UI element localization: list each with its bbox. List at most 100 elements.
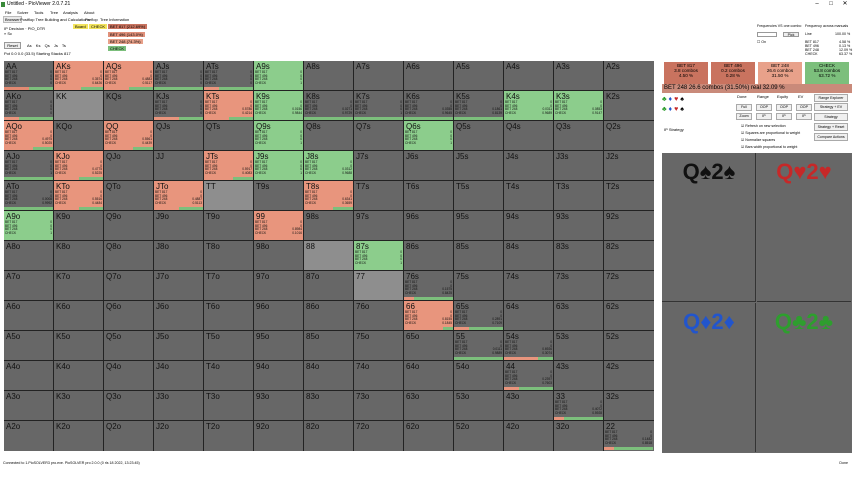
hand-cell[interactable]: 52s xyxy=(604,331,653,360)
hand-cell[interactable]: 63o xyxy=(404,391,453,420)
proportional-checkbox[interactable]: ☑ Squares are proportional to weight xyxy=(741,131,801,135)
hand-cell[interactable]: T2o xyxy=(204,421,253,450)
hand-cell[interactable]: BET 817 0 BET 496 0 BET 248 0.1575 CHECK 0.8425… xyxy=(404,271,453,300)
hand-cell[interactable]: T5o xyxy=(204,331,253,360)
menu-tree[interactable]: Tree xyxy=(50,10,59,15)
hand-cell[interactable]: 84o xyxy=(304,361,353,390)
hand-cell[interactable]: J7s xyxy=(354,151,403,180)
ip-button[interactable]: IP xyxy=(796,113,812,120)
hand-cell[interactable]: BET 817 0 BET 496 0 BET 248 0.4775 CHECK 0.5225… xyxy=(54,151,103,180)
hand-cell[interactable]: BET 817 0 BET 496 0 BET 248 0.0271 CHECK 0.9729… xyxy=(304,91,353,120)
hand-cell[interactable]: 32o xyxy=(554,421,603,450)
hand-cell[interactable]: 75o xyxy=(354,331,403,360)
hand-cell[interactable]: Q3o xyxy=(104,391,153,420)
menu-analysis[interactable]: Analysis xyxy=(63,10,78,15)
hand-cell[interactable]: BET 817 0 BET 496 0 BET 248 0.4072 CHECK 0.5928… xyxy=(554,391,603,420)
hand-cell[interactable]: T3o xyxy=(204,391,253,420)
hand-cell[interactable]: 63s xyxy=(554,301,603,330)
menu-file[interactable]: File xyxy=(5,10,12,15)
hand-cell[interactable]: BET 817 0 BET 496 0 BET 248 0.0111 CHECK 0.9889… xyxy=(454,331,503,360)
hand-cell[interactable]: BET 817 0 BET 496 0 BET 248 0.0008 CHECK 0.9992… xyxy=(4,181,53,210)
hand-cell[interactable]: 62s xyxy=(604,301,653,330)
filter-ts[interactable]: Ts xyxy=(61,43,66,48)
on-checkbox[interactable]: ☐ On xyxy=(757,40,767,44)
refresh-checkbox[interactable]: ☑ Refresh on new selection xyxy=(741,124,786,128)
menu-about[interactable]: About xyxy=(84,10,95,15)
hand-cell[interactable]: 92s xyxy=(604,211,653,240)
hand-cell[interactable]: J6s xyxy=(404,151,453,180)
hand-cell[interactable]: KQo xyxy=(54,121,103,150)
hand-cell[interactable]: Q5o xyxy=(104,331,153,360)
hand-cell[interactable]: 98s xyxy=(304,211,353,240)
hand-cell[interactable]: 92o xyxy=(254,421,303,450)
hand-cell[interactable]: 98o xyxy=(254,241,303,270)
tab-tree-building[interactable]: Postflop Tree Building and Calculations xyxy=(20,17,90,22)
hand-cell[interactable]: 86s xyxy=(404,241,453,270)
hand-cell[interactable]: Q5s xyxy=(454,121,503,150)
tab-done[interactable]: Done xyxy=(737,94,747,99)
hand-cell[interactable]: 43s xyxy=(554,361,603,390)
legend-bet-248[interactable]: BET 248 (74.3%) xyxy=(108,39,143,44)
filter-qs[interactable]: Qs xyxy=(44,43,50,48)
spade-icon[interactable]: ♠ xyxy=(680,96,684,103)
hand-cell[interactable]: T3s xyxy=(554,181,603,210)
hand-cell[interactable]: A4o xyxy=(4,361,53,390)
hand-cell[interactable]: BET 817 0 BET 496 0 BET 248 0.1861 CHECK 0.8139… xyxy=(454,91,503,120)
hand-cell[interactable]: Q4o xyxy=(104,361,153,390)
ip-button[interactable]: IP xyxy=(776,113,792,120)
combo-input[interactable] xyxy=(757,32,777,37)
hand-cell[interactable]: BET 817 0 BET 496 0 BET 248 0 CHECK 1 87s xyxy=(354,241,403,270)
hand-cell[interactable]: QTs xyxy=(204,121,253,150)
spade-icon[interactable]: ♠ xyxy=(680,106,684,113)
maximize-button[interactable]: □ xyxy=(829,1,833,7)
hand-cell[interactable]: A2o xyxy=(4,421,53,450)
hand-cell[interactable]: TT xyxy=(204,181,253,210)
hand-cell[interactable]: Q8s xyxy=(304,121,353,150)
hand-cell[interactable]: BET 817 0 BET 496 0 BET 248 0 CHECK 0 AJs xyxy=(154,61,203,90)
action-bet-817[interactable]: BET 817 3.8 combos 4.50 % xyxy=(664,62,708,84)
hand-cell[interactable]: A7o xyxy=(4,271,53,300)
hand-cell[interactable]: 82o xyxy=(304,421,353,450)
hand-cell[interactable]: K8o xyxy=(54,241,103,270)
hand-cell[interactable]: 42s xyxy=(604,361,653,390)
hand-cell[interactable]: 85o xyxy=(304,331,353,360)
hand-cell[interactable]: 53s xyxy=(554,331,603,360)
hand-cell[interactable]: Q4s xyxy=(504,121,553,150)
hand-cell[interactable]: 74o xyxy=(354,361,403,390)
legend-bet-817[interactable]: BET 817 (212.69%) xyxy=(108,24,148,29)
hand-cell[interactable]: K6o xyxy=(54,301,103,330)
hand-cell[interactable]: BET 817 0 BET 496 0 BET 248 0.8984 CHECK 0.1016… xyxy=(254,211,303,240)
action-bet-248[interactable]: BET 248 26.6 combos 31.50 % xyxy=(758,62,802,84)
full-button[interactable]: Full xyxy=(736,104,752,111)
hand-cell[interactable]: BET 817 0 BET 496 0 BET 248 0.0853 CHECK 0.9147… xyxy=(554,91,603,120)
pick-button[interactable]: Pick xyxy=(783,32,799,37)
filter-as[interactable]: As xyxy=(27,43,32,48)
hand-cell[interactable]: 93s xyxy=(554,211,603,240)
diamond-icon[interactable]: ♦ xyxy=(668,106,673,113)
hand-cell[interactable]: T9o xyxy=(204,211,253,240)
hand-cell[interactable]: 72s xyxy=(604,271,653,300)
hand-cell[interactable]: A8o xyxy=(4,241,53,270)
hand-cell[interactable]: 73o xyxy=(354,391,403,420)
menu-solver[interactable]: Solver xyxy=(17,10,29,15)
reset-button[interactable]: Reset xyxy=(4,42,21,49)
hand-cell[interactable]: A6o xyxy=(4,301,53,330)
minimize-button[interactable]: – xyxy=(815,1,819,7)
hand-cell[interactable]: BET 817 0 BET 496 0 BET 248 0.5786 CHECK 0.4214… xyxy=(204,91,253,120)
hand-cell[interactable]: T8o xyxy=(204,241,253,270)
hand-cell[interactable]: 43o xyxy=(504,391,553,420)
hand-cell[interactable]: Q9o xyxy=(104,211,153,240)
hand-cell[interactable]: 97o xyxy=(254,271,303,300)
tab-ev[interactable]: EV xyxy=(798,94,804,99)
hand-cell[interactable]: J3o xyxy=(154,391,203,420)
hand-cell[interactable]: 83s xyxy=(554,241,603,270)
hand-cell[interactable]: 65o xyxy=(404,331,453,360)
hand-cell[interactable]: 95s xyxy=(454,211,503,240)
hand-cell[interactable]: K7o xyxy=(54,271,103,300)
hand-cell[interactable]: Q8o xyxy=(104,241,153,270)
hand-cell[interactable]: 82s xyxy=(604,241,653,270)
combo-clubs[interactable]: Q♣2♣ xyxy=(757,303,851,452)
club-icon[interactable]: ♣ xyxy=(662,96,667,103)
hand-cell[interactable]: J5s xyxy=(454,151,503,180)
hand-cell[interactable]: 94s xyxy=(504,211,553,240)
